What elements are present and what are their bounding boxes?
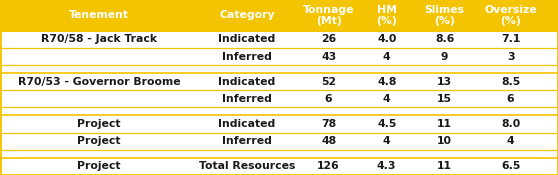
Text: 4.8: 4.8 (377, 77, 396, 87)
Text: 43: 43 (321, 51, 336, 61)
Text: Total Resources: Total Resources (199, 161, 295, 171)
Text: Indicated: Indicated (218, 119, 276, 129)
Text: 78: 78 (321, 119, 336, 129)
Text: 6.5: 6.5 (501, 161, 520, 171)
Text: 8.6: 8.6 (435, 34, 454, 44)
Text: 26: 26 (321, 34, 336, 44)
Text: 4.3: 4.3 (377, 161, 396, 171)
Text: 4: 4 (507, 136, 514, 146)
Text: R70/53 - Governor Broome: R70/53 - Governor Broome (18, 77, 180, 87)
Text: Slimes
(%): Slimes (%) (425, 5, 465, 26)
Text: 8.0: 8.0 (501, 119, 520, 129)
Text: HM
(%): HM (%) (376, 5, 397, 26)
Text: 11: 11 (437, 119, 452, 129)
Text: 6: 6 (325, 94, 333, 104)
Text: 15: 15 (437, 94, 452, 104)
Text: 9: 9 (441, 51, 449, 61)
Text: 10: 10 (437, 136, 452, 146)
Text: Indicated: Indicated (218, 34, 276, 44)
Text: 4: 4 (383, 51, 391, 61)
Text: 6: 6 (507, 94, 514, 104)
Bar (0, 90, 558, 107)
Text: 4: 4 (383, 136, 391, 146)
Text: 13: 13 (437, 77, 453, 87)
Bar (0, 73, 558, 90)
Text: Project: Project (78, 119, 121, 129)
Text: 126: 126 (318, 161, 340, 171)
Bar (0, 65, 558, 73)
Bar (0, 48, 558, 65)
Bar (0, 115, 558, 133)
Text: Indicated: Indicated (218, 77, 276, 87)
Text: Inferred: Inferred (222, 94, 272, 104)
Text: Oversize
(%): Oversize (%) (484, 5, 537, 26)
Bar (0, 107, 558, 115)
Bar (0, 150, 558, 158)
Text: Inferred: Inferred (222, 136, 272, 146)
Text: Category: Category (219, 10, 275, 20)
Text: Project: Project (78, 161, 121, 171)
Text: 7.1: 7.1 (501, 34, 520, 44)
Text: 4: 4 (383, 94, 391, 104)
Text: R70/58 - Jack Track: R70/58 - Jack Track (41, 34, 157, 44)
Text: Project: Project (78, 136, 121, 146)
Text: 3: 3 (507, 51, 514, 61)
Text: 4.5: 4.5 (377, 119, 396, 129)
Text: Tonnage
(Mt): Tonnage (Mt) (303, 5, 354, 26)
Bar (0, 133, 558, 150)
Text: 4.0: 4.0 (377, 34, 396, 44)
Text: 8.5: 8.5 (501, 77, 520, 87)
Bar (0, 31, 558, 48)
Text: 52: 52 (321, 77, 336, 87)
Text: 11: 11 (437, 161, 452, 171)
Bar (0, 158, 558, 175)
Text: Tenement: Tenement (69, 10, 129, 20)
Text: 48: 48 (321, 136, 336, 146)
Text: Inferred: Inferred (222, 51, 272, 61)
